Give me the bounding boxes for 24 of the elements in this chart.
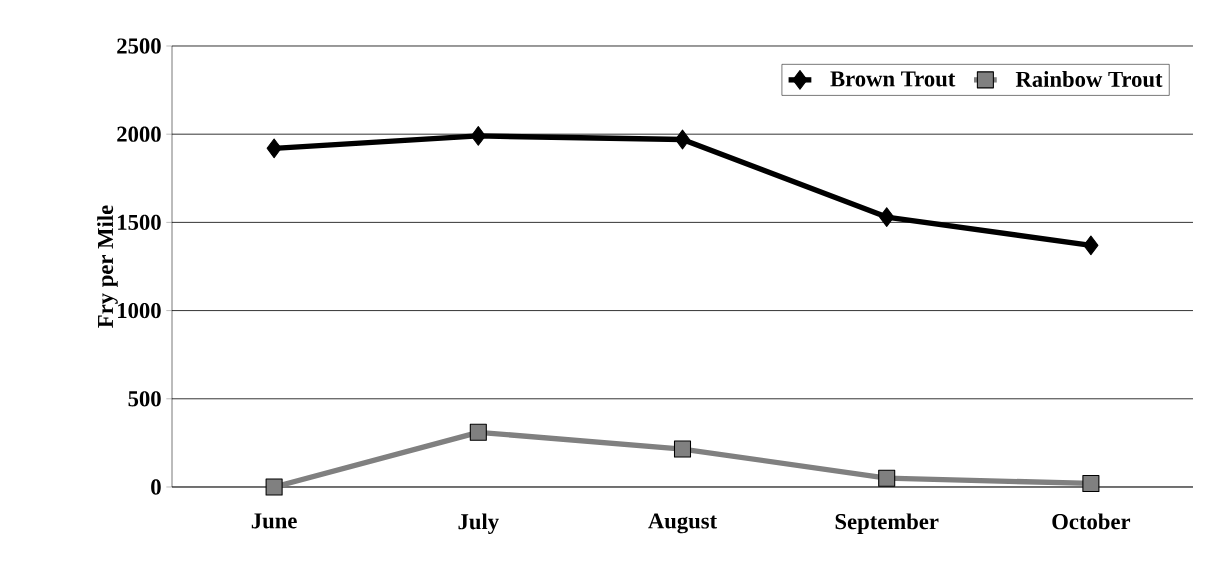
point <box>878 469 896 487</box>
point <box>265 478 283 496</box>
x-tick-label: June <box>251 513 297 529</box>
point <box>469 423 487 441</box>
point <box>470 126 486 146</box>
x-tick-label: September <box>835 513 939 534</box>
y-axis-title: Fry per Mile <box>97 205 118 328</box>
legend-label: Brown Trout <box>830 71 956 87</box>
point <box>1083 235 1099 256</box>
point <box>673 440 692 458</box>
x-tick-label: August <box>648 513 718 534</box>
point <box>674 129 691 150</box>
y-tick-label: 1000 <box>118 302 161 319</box>
y-tick-label: 500 <box>128 391 161 407</box>
y-tick-label: 1500 <box>118 214 161 231</box>
legend-label: Rainbow Trout <box>1015 71 1163 87</box>
point <box>266 138 282 159</box>
y-tick-label: 2500 <box>117 38 161 54</box>
y-tick-label: 2000 <box>117 126 161 142</box>
y-tick-label: 0 <box>151 479 161 495</box>
x-tick-label: October <box>1052 513 1131 530</box>
x-tick-label: July <box>458 513 499 535</box>
point <box>879 207 895 227</box>
point <box>1082 474 1100 492</box>
